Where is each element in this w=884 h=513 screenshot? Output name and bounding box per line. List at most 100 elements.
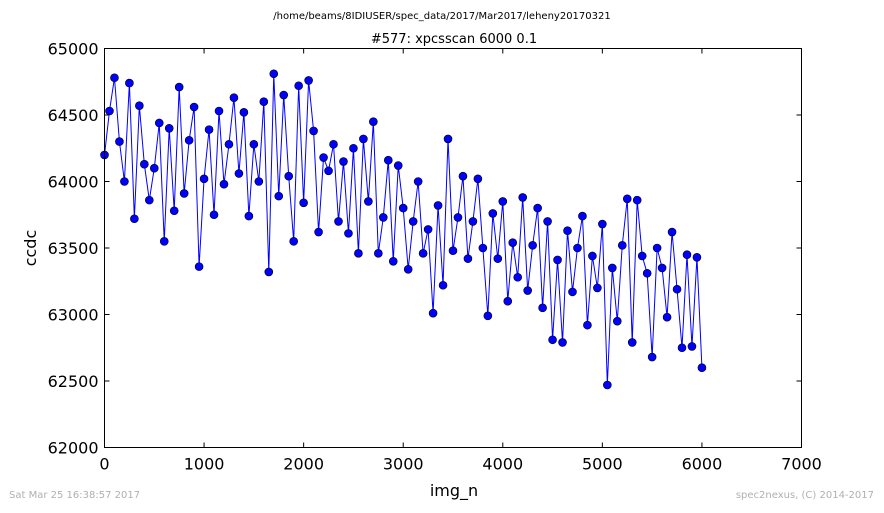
data-point bbox=[393, 161, 403, 170]
data-point bbox=[468, 217, 478, 226]
data-point bbox=[319, 153, 328, 162]
data-point bbox=[354, 249, 363, 258]
data-point bbox=[140, 159, 149, 169]
data-point bbox=[249, 139, 259, 149]
data-point bbox=[264, 267, 274, 277]
y-axis: 62000 62500 63000 63500 64000 64500 65000 bbox=[48, 40, 802, 458]
data-point bbox=[413, 177, 423, 186]
data-point bbox=[578, 211, 587, 221]
data-point bbox=[374, 249, 383, 258]
data-point bbox=[508, 238, 518, 247]
data-point bbox=[443, 134, 453, 144]
data-point bbox=[598, 219, 607, 229]
data-point bbox=[463, 254, 473, 263]
y-tick-label: 62000 bbox=[48, 439, 99, 458]
data-point bbox=[324, 166, 333, 176]
data-point bbox=[428, 308, 438, 318]
data-point bbox=[617, 241, 627, 250]
data-point bbox=[548, 335, 557, 345]
data-point bbox=[339, 157, 348, 166]
y-tick-label: 63000 bbox=[48, 306, 99, 325]
data-point bbox=[408, 217, 418, 226]
data-point bbox=[593, 283, 602, 293]
y-tick-label: 65000 bbox=[48, 40, 99, 59]
data-point bbox=[652, 243, 662, 253]
y-tick-label: 64000 bbox=[48, 173, 99, 192]
data-point bbox=[164, 124, 174, 133]
data-point bbox=[294, 81, 303, 91]
data-point bbox=[667, 227, 677, 237]
data-point bbox=[483, 311, 493, 321]
data-point bbox=[568, 287, 577, 297]
data-point bbox=[179, 189, 189, 198]
data-point bbox=[309, 126, 318, 136]
footer-timestamp: Sat Mar 25 16:38:57 2017 bbox=[9, 490, 140, 501]
data-point bbox=[130, 214, 139, 224]
data-point bbox=[433, 201, 443, 210]
data-point bbox=[115, 137, 124, 146]
y-axis-label: ccdc bbox=[21, 230, 40, 267]
data-point bbox=[677, 343, 687, 353]
data-point bbox=[588, 251, 597, 261]
data-point bbox=[244, 211, 254, 221]
plot-area bbox=[100, 69, 707, 390]
data-point bbox=[553, 255, 562, 265]
data-point bbox=[259, 97, 269, 106]
data-point bbox=[159, 237, 169, 246]
data-point bbox=[558, 338, 567, 347]
data-point bbox=[229, 93, 239, 103]
series-line bbox=[104, 73, 703, 386]
data-point bbox=[403, 264, 413, 274]
x-tick-label: 0 bbox=[99, 455, 109, 474]
data-point bbox=[662, 312, 672, 322]
data-point bbox=[388, 256, 398, 266]
x-tick-label: 7000 bbox=[781, 455, 822, 474]
data-point bbox=[289, 237, 298, 246]
data-point bbox=[219, 179, 229, 189]
data-point bbox=[184, 135, 194, 145]
data-point bbox=[682, 250, 692, 259]
data-point bbox=[204, 125, 214, 134]
data-point bbox=[369, 117, 378, 126]
x-tick-label: 2000 bbox=[283, 455, 324, 474]
data-point bbox=[214, 106, 224, 116]
data-point bbox=[284, 171, 294, 181]
data-point bbox=[488, 209, 498, 218]
x-tick-label: 6000 bbox=[682, 455, 723, 474]
data-point bbox=[543, 217, 552, 226]
data-point bbox=[344, 229, 353, 238]
x-tick-label: 3000 bbox=[383, 455, 424, 474]
y-tick-label: 64500 bbox=[48, 106, 99, 125]
data-point bbox=[438, 280, 448, 290]
y-tick-label: 63500 bbox=[48, 239, 99, 258]
data-point bbox=[473, 174, 483, 184]
data-point bbox=[329, 139, 338, 149]
data-point bbox=[274, 191, 284, 201]
y-tick-label: 62500 bbox=[48, 372, 99, 391]
data-point bbox=[364, 197, 373, 206]
data-point bbox=[458, 171, 468, 181]
data-point bbox=[299, 198, 308, 208]
data-point bbox=[110, 73, 119, 83]
data-point bbox=[692, 253, 702, 262]
data-point bbox=[145, 195, 154, 205]
data-point bbox=[533, 203, 542, 213]
data-point bbox=[538, 303, 547, 313]
data-point bbox=[383, 155, 393, 165]
data-point bbox=[627, 338, 637, 347]
data-point bbox=[125, 78, 134, 88]
data-point bbox=[642, 268, 652, 278]
data-point bbox=[612, 316, 622, 326]
data-point bbox=[573, 243, 582, 253]
data-point bbox=[398, 203, 408, 213]
data-point bbox=[189, 102, 199, 112]
x-tick-label: 5000 bbox=[582, 455, 623, 474]
data-point bbox=[672, 284, 682, 294]
data-point bbox=[423, 225, 433, 234]
data-point bbox=[209, 210, 219, 220]
data-point bbox=[448, 246, 458, 255]
data-point bbox=[359, 134, 368, 144]
footer-credit: spec2nexus, (C) 2014-2017 bbox=[736, 490, 874, 501]
data-point bbox=[174, 82, 184, 92]
